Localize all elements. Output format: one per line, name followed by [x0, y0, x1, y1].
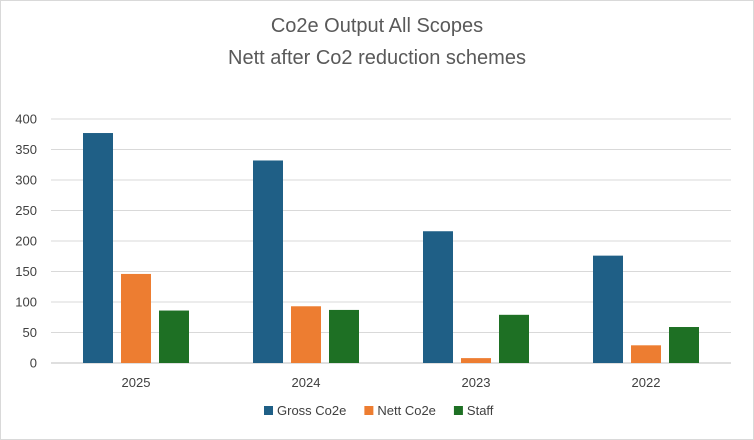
x-tick-label: 2024	[292, 375, 321, 390]
legend-swatch	[364, 406, 374, 415]
bar-staff	[669, 327, 699, 363]
y-tick-label: 0	[30, 356, 37, 371]
legend-swatch	[264, 406, 273, 415]
legend-label: Gross Co2e	[277, 403, 346, 418]
y-tick-label: 50	[23, 325, 37, 340]
y-tick-label: 400	[15, 112, 37, 127]
y-tick-label: 200	[15, 234, 37, 249]
legend-label: Staff	[467, 403, 494, 418]
bars	[83, 133, 699, 363]
y-tick-label: 150	[15, 264, 37, 279]
x-tick-label: 2023	[462, 375, 491, 390]
bar-nett-co2e	[291, 306, 321, 363]
bar-nett-co2e	[631, 345, 661, 363]
bar-gross-co2e	[593, 255, 623, 363]
y-tick-label: 250	[15, 203, 37, 218]
bar-staff	[329, 309, 359, 363]
bar-gross-co2e	[253, 160, 283, 363]
y-tick-label: 300	[15, 173, 37, 188]
x-tick-label: 2022	[632, 375, 661, 390]
x-tick-label: 2025	[122, 375, 151, 390]
legend-swatch	[453, 406, 463, 415]
y-tick-label: 100	[15, 295, 37, 310]
legend-label: Nett Co2e	[377, 403, 436, 418]
legend-item: Staff	[453, 403, 494, 418]
chart-subtitle: Nett after Co2 reduction schemes	[228, 47, 526, 69]
legend-item: Nett Co2e	[364, 403, 436, 418]
bar-staff	[499, 314, 529, 363]
bar-staff	[159, 310, 189, 363]
legend: Gross Co2e Nett Co2e Staff	[264, 403, 494, 418]
legend-item: Gross Co2e	[264, 403, 346, 418]
y-tick-label: 350	[15, 142, 37, 157]
bar-nett-co2e	[461, 358, 491, 363]
gridlines	[51, 118, 731, 364]
x-axis-ticks: 2025 2024 2023 2022	[122, 375, 661, 390]
y-axis-ticks: 0 50 100 150 200 250 300 350 400	[15, 112, 37, 371]
bar-gross-co2e	[423, 231, 453, 363]
bar-gross-co2e	[83, 133, 113, 363]
bar-nett-co2e	[121, 273, 151, 363]
chart-title: Co2e Output All Scopes	[271, 15, 483, 37]
